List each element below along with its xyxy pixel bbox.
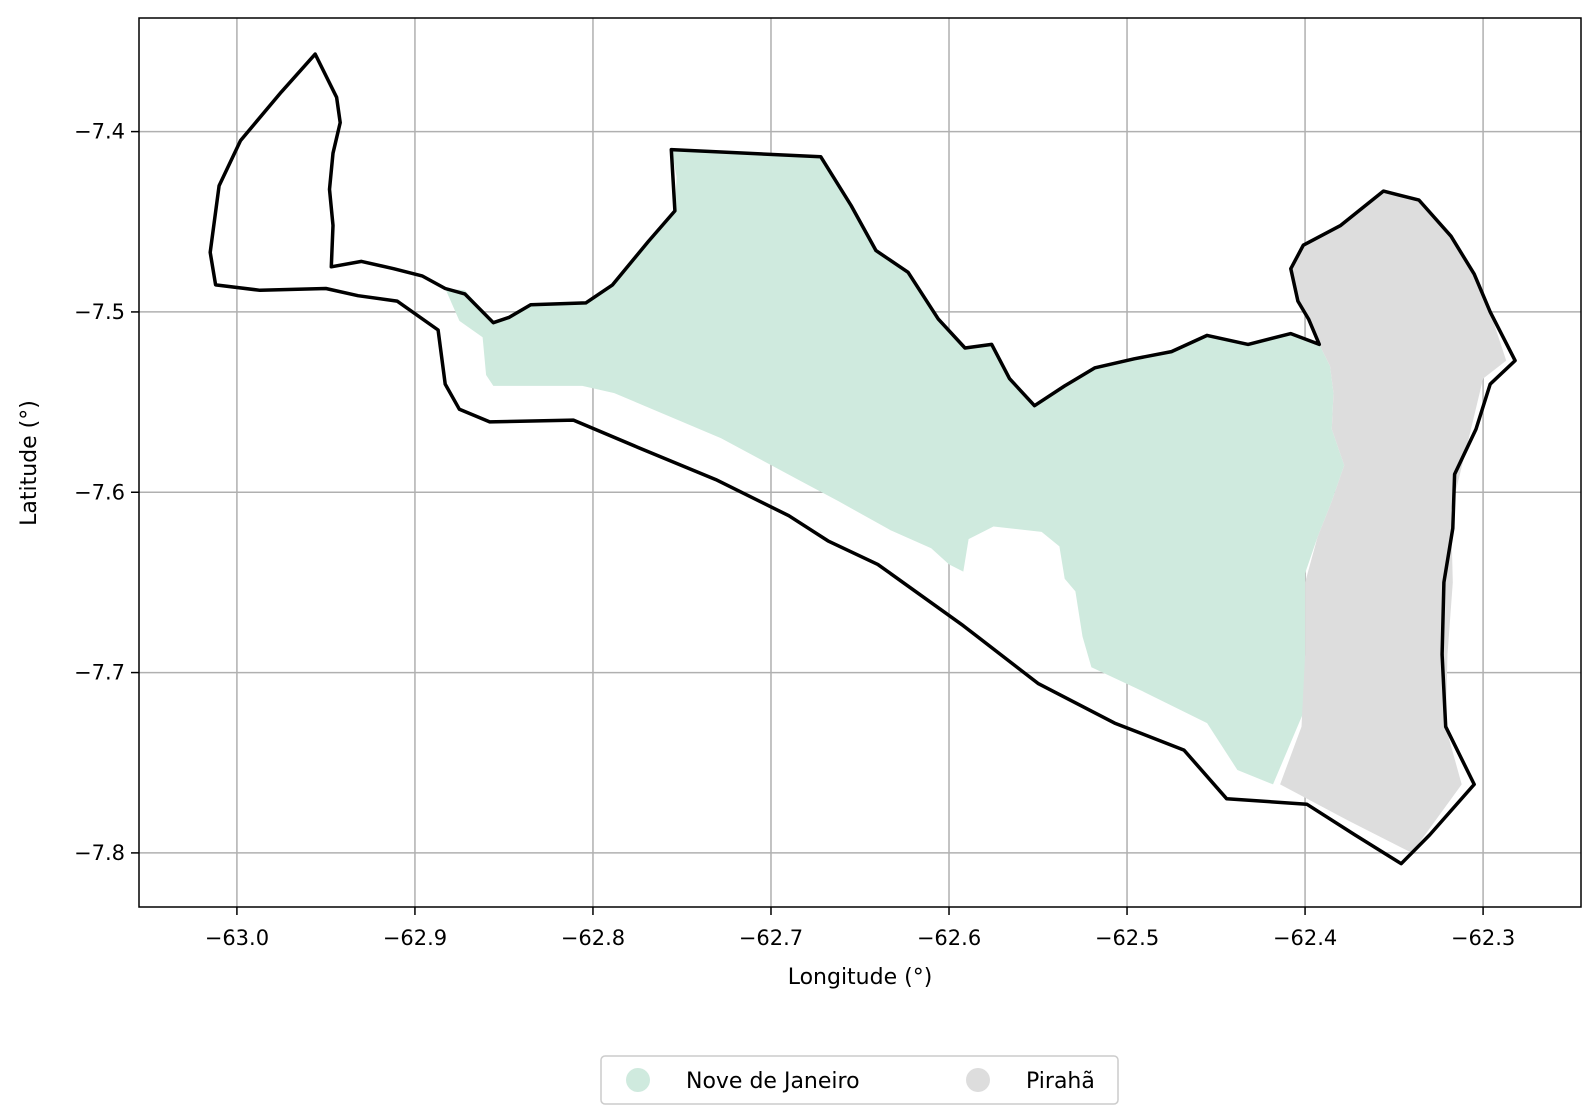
y-tick-label-m7-5: −7.5 — [74, 300, 125, 324]
y-tick-label-m7-4: −7.4 — [74, 120, 125, 144]
y-tick-label-m7-6: −7.6 — [74, 480, 125, 504]
y-tick-label-m7-8: −7.8 — [74, 841, 125, 865]
municipality-outline — [208, 52, 1517, 866]
legend: Nove de Janeiro Pirahã — [600, 1055, 1119, 1105]
outline-layer — [208, 52, 1517, 866]
y-axis-label: Latitude (°) — [17, 400, 42, 526]
x-axis-label: Longitude (°) — [788, 965, 933, 990]
x-tick-label-m62-6: −62.6 — [917, 926, 981, 950]
legend-label-nove-de-janeiro: Nove de Janeiro — [686, 1069, 860, 1094]
y-axis-ticks: −7.4 −7.5 −7.6 −7.7 −7.8 — [74, 120, 139, 865]
axes-frame — [138, 17, 1582, 908]
plot-area — [138, 17, 1582, 908]
x-tick-label-m62-8: −62.8 — [561, 926, 625, 950]
region-piraha — [1280, 191, 1507, 853]
x-tick-label-m62-5: −62.5 — [1095, 926, 1159, 950]
legend-frame — [600, 1055, 1119, 1105]
region-layer — [445, 149, 1507, 853]
region-nove-de-janeiro — [445, 149, 1345, 785]
x-tick-label-m62-4: −62.4 — [1273, 926, 1337, 950]
x-axis-ticks: −63.0 −62.9 −62.8 −62.7 −62.6 −62.5 −62.4 −62.3 — [205, 907, 1515, 950]
x-tick-label-m62-7: −62.7 — [739, 926, 803, 950]
x-tick-label-m63-0: −63.0 — [205, 926, 269, 950]
legend-label-piraha: Pirahã — [1026, 1069, 1095, 1094]
x-tick-label-m62-9: −62.9 — [383, 926, 447, 950]
legend-marker-piraha — [966, 1068, 990, 1092]
x-tick-label-m62-3: −62.3 — [1451, 926, 1515, 950]
y-tick-label-m7-7: −7.7 — [74, 661, 125, 685]
legend-marker-nove-de-janeiro — [626, 1068, 650, 1092]
